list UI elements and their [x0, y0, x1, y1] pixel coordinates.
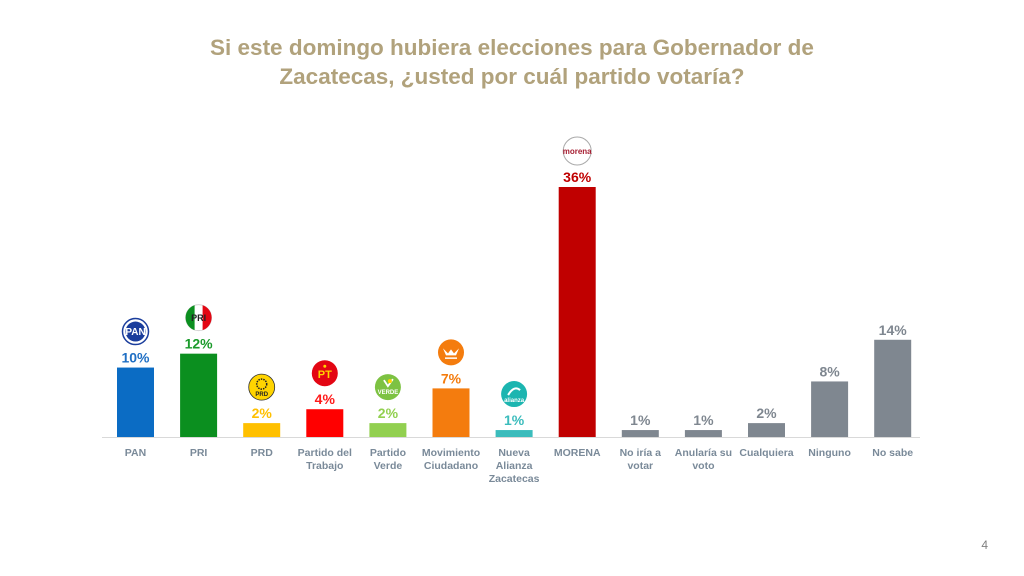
data-label: 1%	[630, 412, 651, 428]
data-label: 1%	[693, 412, 714, 428]
pan-logo-icon: PAN	[121, 317, 150, 346]
bar-partido-del-trabajo	[306, 409, 344, 437]
category-label: Movimiento Ciudadano	[422, 447, 480, 472]
bar-pri	[180, 353, 218, 437]
data-label: 36%	[563, 169, 592, 185]
data-label: 1%	[504, 412, 525, 428]
data-label: 14%	[879, 322, 908, 338]
pri-logo-icon: PRI	[185, 304, 213, 332]
svg-text:morena: morena	[563, 147, 592, 156]
data-label: 8%	[819, 363, 840, 379]
category-label: Partido Verde	[370, 447, 406, 472]
bar-movimiento-ciudadano	[432, 388, 470, 437]
bar-partido-verde	[369, 423, 407, 437]
data-label: 10%	[121, 350, 150, 366]
prd-logo-icon: PRD	[248, 373, 276, 401]
category-label: MORENA	[554, 447, 601, 459]
data-label: 12%	[185, 336, 214, 352]
category-label: Cualquiera	[739, 447, 793, 459]
bar-no-sabe	[874, 339, 912, 437]
bar-prd	[243, 423, 281, 437]
verde-logo-icon: VERDE	[374, 374, 401, 401]
data-label: 2%	[252, 405, 273, 421]
category-label: No iría a votar	[620, 447, 662, 472]
data-label: 2%	[378, 405, 399, 421]
bar-ninguno	[811, 381, 849, 437]
morena-logo-icon: morena	[562, 136, 592, 166]
chart-title: Si este domingo hubiera elecciones para …	[210, 35, 814, 89]
bar-pan	[117, 367, 154, 437]
category-label: Nueva Alianza Zacatecas	[489, 447, 540, 485]
data-label: 4%	[315, 391, 336, 407]
bar-nueva-alianza-zacatecas	[495, 430, 533, 437]
svg-text:alianza: alianza	[504, 398, 525, 404]
svg-text:PT: PT	[318, 369, 332, 381]
bar-no-iría-a-votar	[621, 430, 659, 437]
svg-text:PAN: PAN	[125, 327, 145, 338]
alianza-logo-icon: alianza	[501, 381, 528, 408]
data-label: 7%	[441, 370, 462, 386]
category-label: No sabe	[872, 447, 913, 459]
category-label: Ninguno	[808, 447, 851, 459]
page-number: 4	[981, 538, 988, 552]
svg-text:VERDE: VERDE	[378, 390, 399, 396]
category-label: PAN	[125, 447, 146, 459]
category-label: Partido del Trabajo	[298, 447, 352, 472]
data-label: 2%	[756, 405, 777, 421]
svg-text:PRD: PRD	[255, 392, 268, 398]
svg-text:PRI: PRI	[191, 313, 206, 323]
bar-anularía-su-voto	[684, 430, 722, 437]
pt-logo-icon: PT	[311, 360, 338, 387]
mc-logo-icon	[438, 339, 464, 366]
bar-morena	[558, 187, 596, 437]
category-label: PRI	[190, 447, 208, 459]
category-label: PRD	[251, 447, 274, 459]
category-label: Anularía su voto	[675, 447, 732, 472]
bar-cualquiera	[748, 423, 785, 437]
